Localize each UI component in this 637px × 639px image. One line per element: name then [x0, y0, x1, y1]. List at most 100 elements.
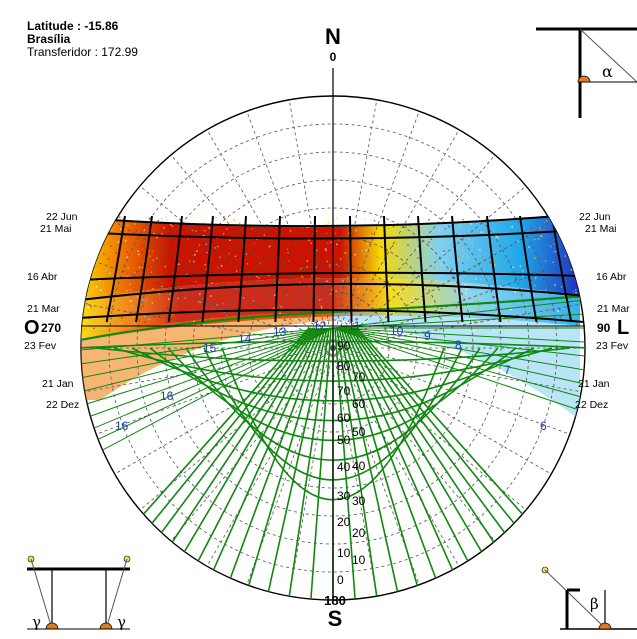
texture-speck [570, 269, 572, 271]
texture-speck [365, 240, 367, 243]
texture-speck [206, 233, 208, 235]
texture-speck [206, 251, 208, 254]
texture-speck [287, 251, 289, 254]
protractor-scale-value: 40 [352, 459, 366, 473]
texture-speck [476, 288, 479, 290]
texture-speck [220, 265, 223, 267]
texture-speck [83, 242, 86, 244]
texture-speck [458, 255, 460, 257]
texture-speck [438, 316, 440, 318]
texture-speck [407, 231, 409, 233]
texture-speck [205, 268, 207, 270]
temperature-band-left-lower [81, 312, 333, 400]
texture-speck [548, 244, 550, 246]
texture-speck [451, 268, 453, 270]
protractor-scale-value: 70 [337, 384, 351, 398]
texture-speck [138, 266, 141, 269]
texture-speck [202, 235, 205, 237]
texture-speck [528, 246, 530, 248]
texture-speck [402, 270, 404, 272]
texture-speck [377, 257, 380, 259]
texture-speck [571, 246, 574, 248]
texture-speck [95, 240, 97, 242]
texture-speck [104, 223, 107, 225]
texture-speck [371, 233, 373, 235]
texture-speck [522, 270, 524, 272]
texture-speck [171, 216, 173, 218]
texture-speck [366, 242, 368, 245]
protractor-fan-right [332, 327, 585, 343]
texture-speck [129, 326, 131, 329]
texture-speck [119, 216, 121, 218]
texture-speck [298, 278, 301, 281]
hour-label: 12 [313, 319, 327, 333]
protractor-scale-value: 50 [352, 425, 366, 439]
texture-speck [259, 262, 261, 264]
texture-speck [256, 238, 258, 240]
texture-speck [249, 280, 251, 282]
texture-speck [229, 253, 231, 255]
protractor-scale-value: 10 [337, 546, 351, 560]
protractor-scale-value: 0 [337, 573, 344, 587]
texture-speck [546, 219, 548, 222]
texture-speck [92, 329, 94, 331]
texture-speck [405, 226, 407, 228]
texture-speck [420, 299, 422, 301]
texture-speck [141, 251, 144, 254]
texture-speck [436, 329, 438, 331]
texture-speck [289, 230, 292, 232]
texture-speck [424, 288, 426, 290]
texture-speck [170, 224, 172, 226]
texture-speck [127, 224, 129, 226]
protractor-fan-left [81, 327, 334, 435]
texture-speck [462, 307, 464, 309]
texture-speck [158, 297, 161, 299]
texture-speck [235, 243, 238, 246]
texture-speck [309, 316, 311, 318]
texture-speck [387, 278, 390, 280]
texture-speck [254, 328, 257, 330]
texture-speck [337, 320, 340, 322]
protractor-scale-value: 20 [352, 526, 366, 540]
texture-speck [245, 253, 248, 255]
texture-speck [166, 307, 169, 309]
texture-speck [85, 263, 88, 266]
texture-speck [218, 259, 220, 261]
texture-speck [165, 247, 167, 250]
date-label-left: 21 Mar [27, 303, 60, 315]
texture-speck [335, 330, 337, 333]
texture-speck [519, 291, 522, 294]
texture-speck [93, 327, 95, 329]
texture-speck [201, 299, 203, 301]
date-curve [81, 271, 583, 281]
texture-speck [306, 260, 309, 262]
texture-speck [432, 280, 434, 282]
texture-speck [198, 244, 201, 246]
texture-speck [342, 280, 344, 282]
texture-speck [355, 306, 357, 308]
texture-speck [134, 271, 136, 274]
texture-speck [341, 304, 344, 307]
city-label: Brasília [27, 32, 71, 46]
date-labels-left: 22 Jun 21 Mai 16 Abr 21 Mar 23 Fev 21 Ja… [24, 211, 79, 411]
texture-speck [374, 304, 377, 307]
texture-speck [365, 249, 367, 251]
texture-speck [326, 260, 328, 263]
protractor-ray [222, 327, 324, 599]
texture-speck [136, 239, 138, 241]
texture-speck [515, 279, 517, 281]
texture-speck [443, 252, 445, 255]
texture-speck [223, 216, 225, 218]
texture-speck [227, 297, 229, 299]
texture-speck [225, 314, 228, 316]
texture-speck [326, 280, 328, 282]
texture-speck [543, 221, 546, 224]
texture-speck [497, 236, 499, 239]
protractor-fan-left [81, 327, 334, 365]
texture-speck [321, 298, 323, 300]
gamma-shading-icon: γ γ [27, 555, 131, 631]
texture-speck [204, 264, 206, 266]
texture-speck [370, 255, 373, 257]
texture-speck [413, 297, 415, 299]
